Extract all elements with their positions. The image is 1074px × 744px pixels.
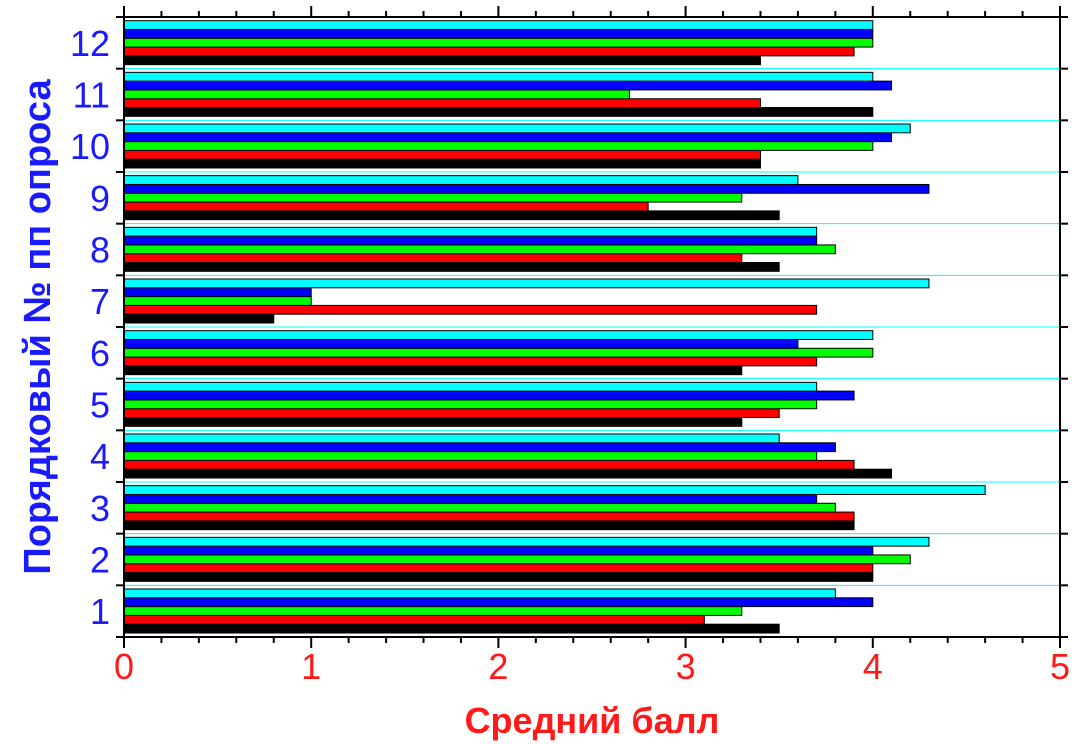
- y-tick-label: 7: [90, 281, 110, 322]
- bar: [123, 210, 780, 221]
- x-tick-label: 1: [301, 646, 321, 687]
- bar: [123, 46, 855, 57]
- bar: [123, 98, 761, 109]
- y-tick-label: 3: [90, 488, 110, 529]
- bar: [123, 80, 893, 91]
- bar: [123, 520, 855, 531]
- bar: [123, 141, 874, 151]
- bar: [123, 536, 930, 547]
- bar: [123, 572, 874, 582]
- bar: [123, 623, 780, 634]
- bar: [123, 459, 855, 470]
- bar: [123, 313, 275, 324]
- grid-lines: [124, 68, 1060, 586]
- bar: [123, 390, 855, 401]
- bar: [123, 365, 743, 376]
- y-tick-label: 1: [90, 591, 110, 632]
- x-tick-label: 2: [488, 646, 508, 687]
- bar: [123, 485, 986, 495]
- bar: [123, 226, 818, 237]
- bar: [123, 381, 818, 392]
- x-axis-ticks: 0 1 2 3 4 5: [114, 6, 1070, 687]
- bar: [123, 399, 818, 410]
- bar: [123, 338, 799, 349]
- bar: [123, 563, 874, 574]
- bar: [123, 149, 761, 160]
- bar: [123, 614, 705, 625]
- bar: [123, 89, 630, 100]
- y-tick-label: 9: [90, 178, 110, 219]
- bar: [123, 442, 836, 453]
- y-tick-label: 11: [73, 75, 110, 116]
- bar: [123, 451, 818, 461]
- bar: [123, 235, 818, 246]
- bar: [123, 296, 312, 306]
- bar: [123, 417, 743, 427]
- bar: [123, 347, 874, 358]
- y-tick-label: 10: [70, 126, 110, 167]
- bar: [123, 408, 780, 419]
- bar: [123, 55, 761, 66]
- bar: [123, 71, 874, 82]
- bar: [123, 597, 874, 608]
- bar: [123, 588, 836, 599]
- y-tick-label: 12: [70, 23, 110, 64]
- y-tick-label: 6: [90, 333, 110, 374]
- bar: [123, 468, 893, 479]
- x-tick-label: 5: [1050, 646, 1070, 687]
- bar: [123, 123, 911, 134]
- y-tick-label: 2: [90, 540, 110, 581]
- bar: [123, 433, 780, 444]
- bar: [123, 262, 780, 272]
- x-tick-label: 4: [863, 646, 883, 687]
- x-tick-label: 3: [676, 646, 696, 687]
- bar: [123, 107, 874, 117]
- bar: [123, 511, 855, 522]
- bar: [123, 28, 874, 39]
- bar: [123, 253, 743, 264]
- y-axis-label: Порядковый № пп опроса: [17, 79, 59, 575]
- y-tick-label: 4: [90, 436, 110, 477]
- bar: [123, 201, 649, 212]
- bar: [123, 183, 930, 194]
- bar: [123, 37, 874, 48]
- bar: [123, 304, 818, 315]
- x-axis-label: Средний балл: [465, 700, 720, 741]
- bar: [123, 606, 743, 616]
- bar: [123, 175, 799, 185]
- bar: [123, 244, 836, 255]
- y-tick-label: 5: [90, 385, 110, 426]
- bar: [123, 356, 818, 367]
- x-tick-label: 0: [114, 646, 134, 687]
- bar: [123, 278, 930, 289]
- bar: [123, 330, 874, 340]
- bar: [123, 554, 911, 565]
- y-tick-label: 8: [90, 230, 110, 271]
- bar: [123, 287, 312, 298]
- bar: [123, 158, 761, 169]
- bar: [123, 132, 893, 143]
- bar: [123, 545, 874, 556]
- bar: [123, 192, 743, 203]
- bar: [123, 20, 874, 30]
- bar: [123, 502, 836, 513]
- bar: [123, 493, 818, 504]
